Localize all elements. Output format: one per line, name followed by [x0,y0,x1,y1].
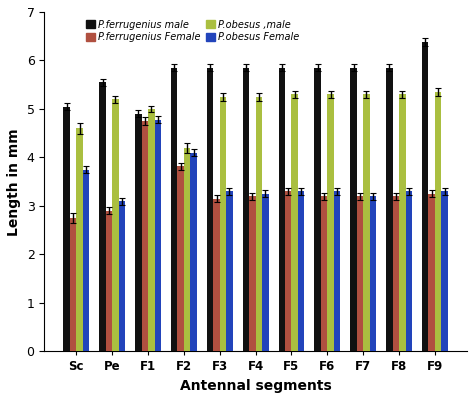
Bar [363,94,370,352]
Bar [171,68,177,352]
Bar [64,106,70,352]
Bar [357,196,363,352]
Bar [399,94,406,352]
Bar [118,201,125,352]
Bar [321,196,328,352]
Bar [70,218,76,352]
Bar [255,97,262,352]
Bar [314,68,321,352]
Bar [148,109,155,352]
Bar [99,82,106,352]
Bar [243,68,249,352]
Bar [112,99,118,352]
Bar [83,170,89,352]
Bar [184,148,191,352]
Bar [292,94,298,352]
Bar [370,196,376,352]
Bar [422,42,428,352]
Bar [428,194,435,352]
Bar [435,92,441,352]
Bar [142,121,148,352]
Bar [334,192,340,352]
X-axis label: Antennal segments: Antennal segments [180,379,331,393]
Bar [213,199,220,352]
Bar [220,97,226,352]
Bar [392,196,399,352]
Bar [406,192,412,352]
Bar [207,68,213,352]
Bar [135,114,142,352]
Bar [177,166,184,352]
Bar [298,192,304,352]
Bar [226,192,233,352]
Bar [191,153,197,352]
Bar [76,128,83,352]
Bar [386,68,392,352]
Bar [155,120,161,352]
Bar [441,192,448,352]
Bar [249,196,255,352]
Legend: P.ferrugenius male, P.ferrugenius Female, P.obesus ,male, P.obesus Female: P.ferrugenius male, P.ferrugenius Female… [83,17,302,45]
Bar [285,192,292,352]
Bar [106,211,112,352]
Bar [350,68,357,352]
Bar [279,68,285,352]
Bar [262,194,269,352]
Y-axis label: Length in mm: Length in mm [7,128,21,236]
Bar [328,94,334,352]
